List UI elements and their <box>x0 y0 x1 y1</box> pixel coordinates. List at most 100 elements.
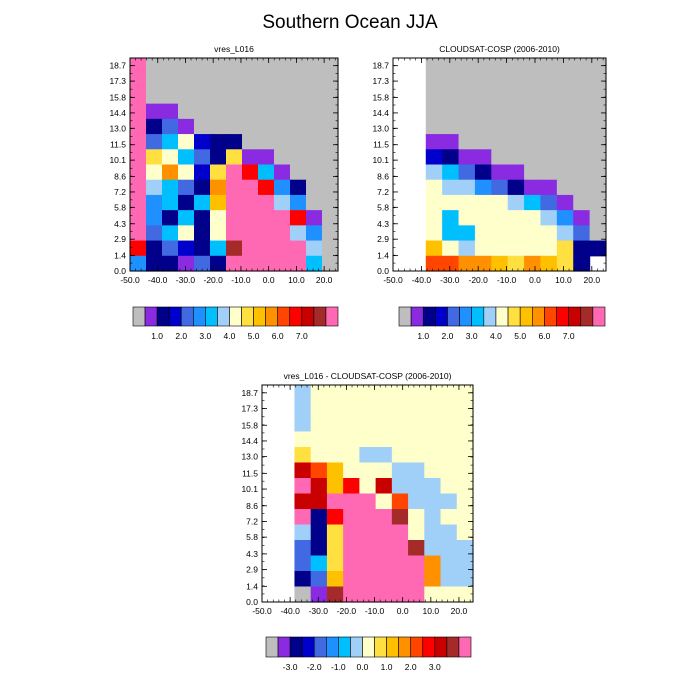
heatmap-cell <box>306 73 323 90</box>
heatmap-cell <box>294 385 312 402</box>
heatmap-cell <box>491 149 509 166</box>
heatmap-cell <box>507 225 525 242</box>
colorbar-label: 3.0 <box>429 662 441 672</box>
heatmap-cell <box>294 478 312 495</box>
heatmap-cell <box>258 73 275 90</box>
heatmap-cell <box>391 509 409 526</box>
heatmap-cell <box>556 149 574 166</box>
colorbar-swatch <box>156 306 170 327</box>
heatmap-cell <box>442 149 460 166</box>
colorbar-swatch <box>265 306 279 327</box>
heatmap-cell <box>242 240 259 257</box>
colorbar-swatch <box>495 306 509 327</box>
heatmap-cell <box>130 58 147 74</box>
heatmap-cell <box>456 524 474 541</box>
heatmap-cell <box>130 210 147 226</box>
heatmap-cell <box>556 73 574 90</box>
heatmap-cell <box>491 164 509 181</box>
heatmap-cell <box>408 571 425 588</box>
heatmap-cell <box>146 58 163 74</box>
heatmap-cell <box>474 240 492 257</box>
heatmap-cell <box>556 164 574 181</box>
heatmap-cell <box>442 103 460 120</box>
heatmap-cell <box>162 225 179 242</box>
heatmap-cell <box>146 225 163 242</box>
colorbar-swatch <box>301 636 315 658</box>
heatmap-cell <box>456 385 474 402</box>
heatmap-cell <box>326 462 344 479</box>
heatmap-cell <box>556 179 574 196</box>
heatmap-cell <box>540 103 558 120</box>
colorbar-label: 6.0 <box>538 331 550 341</box>
colorbar-swatch <box>410 636 424 658</box>
heatmap-cell <box>440 478 458 495</box>
heatmap-cell <box>556 194 574 211</box>
heatmap-cell <box>274 210 291 226</box>
x-tick-label: 20.0 <box>451 606 468 616</box>
heatmap-cell <box>359 586 377 603</box>
colorbar-swatch <box>313 306 327 327</box>
y-tick-label: 18.7 <box>372 61 389 71</box>
heatmap-cell <box>210 134 227 150</box>
heatmap-cell <box>540 179 558 196</box>
colorbar-swatch <box>325 306 339 327</box>
heatmap-cell <box>359 555 377 572</box>
heatmap-cell <box>556 118 574 135</box>
heatmap-cell <box>425 210 443 226</box>
x-tick-label: 0.0 <box>263 275 275 285</box>
heatmap-cell <box>408 540 425 557</box>
heatmap-cell <box>458 58 476 74</box>
x-tick-label: -30.0 <box>440 275 460 285</box>
colorbar-swatch <box>192 306 206 327</box>
heatmap-cell <box>458 179 476 196</box>
y-tick-label: 4.3 <box>246 549 258 559</box>
colorbar-swatch <box>568 306 582 327</box>
heatmap-cell <box>375 586 393 603</box>
heatmap-cell <box>322 103 339 120</box>
heatmap-cell <box>456 493 474 510</box>
y-tick-label: 17.3 <box>241 403 258 413</box>
heatmap-cell <box>226 118 243 135</box>
heatmap-cell <box>375 540 393 557</box>
heatmap-cell <box>456 431 474 448</box>
heatmap-cell <box>274 225 291 242</box>
heatmap-cell <box>589 58 607 74</box>
colorbar-swatch <box>325 636 339 658</box>
heatmap-cell <box>375 509 393 526</box>
colorbar-swatch <box>277 306 291 327</box>
heatmap-cell <box>391 540 409 557</box>
heatmap-cell <box>130 134 147 150</box>
colorbar-swatch <box>374 636 387 658</box>
heatmap-cell <box>440 586 458 603</box>
colorbar-swatch <box>592 306 606 327</box>
heatmap-cell <box>326 400 344 417</box>
heatmap-cell <box>573 103 591 120</box>
heatmap-cell <box>322 225 339 242</box>
heatmap-cell <box>491 255 509 272</box>
heatmap-cell <box>210 194 227 211</box>
heatmap-cell <box>130 179 147 196</box>
heatmap-cell <box>146 240 163 257</box>
heatmap-cell <box>573 210 591 226</box>
heatmap-cell <box>391 400 409 417</box>
heatmap-cell <box>162 73 179 90</box>
heatmap-cell <box>194 164 211 181</box>
heatmap-cell <box>391 416 409 433</box>
heatmap-cell <box>425 118 443 135</box>
x-tick-label: -10.0 <box>365 606 385 616</box>
heatmap-cell <box>391 462 409 479</box>
heatmap-cell <box>294 493 312 510</box>
x-tick-label: 20.0 <box>584 275 601 285</box>
heatmap-cell <box>178 58 195 74</box>
heatmap-cell <box>322 240 339 257</box>
y-tick-label: 18.7 <box>241 388 258 398</box>
y-tick-label: 0.0 <box>114 266 126 276</box>
heatmap-cell <box>391 493 409 510</box>
heatmap-cell <box>322 210 339 226</box>
heatmap-cell <box>310 462 328 479</box>
heatmap-cell <box>491 88 509 105</box>
heatmap-cell <box>274 88 291 105</box>
heatmap-cell <box>458 118 476 135</box>
heatmap-cell <box>507 58 525 74</box>
heatmap-cell <box>226 255 243 272</box>
